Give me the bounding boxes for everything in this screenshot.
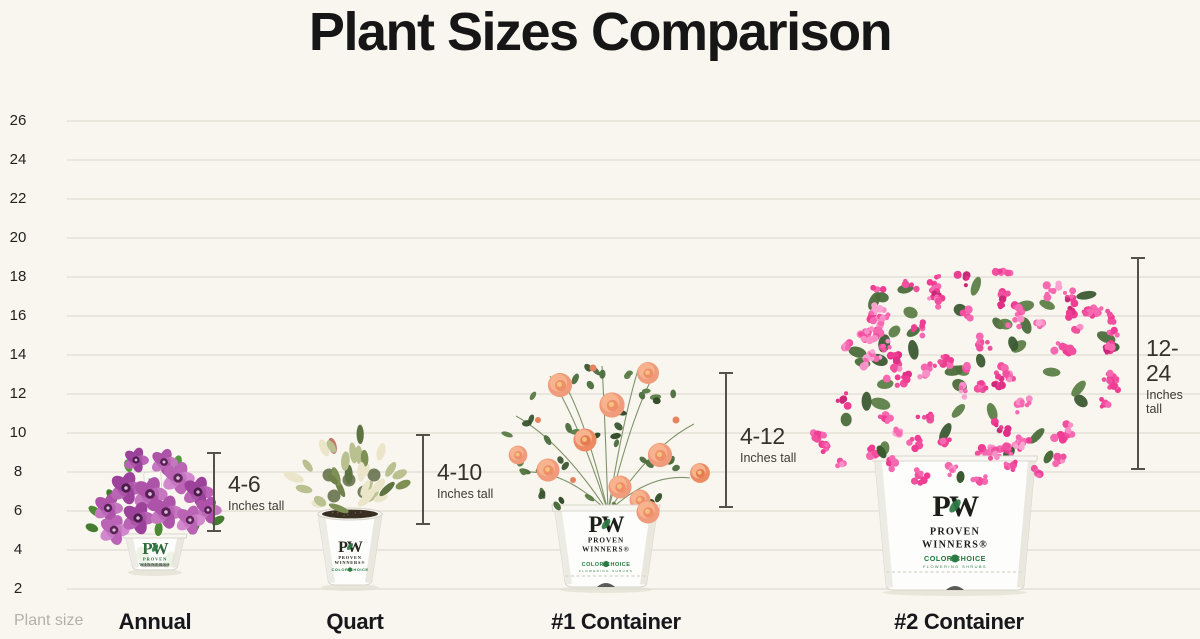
height-unit-container1: Inches tall: [740, 451, 797, 465]
container1-pot-proven: PROVEN: [588, 537, 624, 545]
y-tick-6: 6: [13, 502, 23, 519]
gridline-26: [67, 120, 1200, 122]
category-label-container1: #1 Container: [551, 609, 681, 634]
y-tick-12: 12: [9, 385, 27, 402]
height-unit-container2: Inches tall: [1146, 388, 1183, 416]
height-unit-annual: Inches tall: [228, 499, 285, 513]
y-tick-16: 16: [9, 307, 27, 324]
annual-pot-proven: PROVEN: [143, 557, 167, 562]
height-range-container2: 12-24: [1146, 335, 1179, 386]
pot-flowering-shrubs-label: FLOWERING SHRUBS: [579, 569, 633, 573]
measure-line-container1: [719, 372, 733, 508]
container2-pot-proven: PROVEN: [930, 527, 980, 538]
container1-pot-winners: WINNERS®: [582, 546, 630, 554]
gridline-10: [67, 432, 1200, 434]
y-tick-4: 4: [13, 541, 23, 558]
gridline-8: [67, 471, 1200, 473]
gridline-18: [67, 276, 1200, 278]
measure-line-quart: [416, 434, 430, 525]
quart-pot-winners: WINNERS®: [335, 560, 366, 565]
y-tick-24: 24: [9, 151, 27, 168]
y-tick-8: 8: [13, 463, 23, 480]
measure-line-annual: [207, 452, 221, 532]
y-tick-26: 26: [9, 112, 27, 129]
height-range-quart: 4-10: [437, 459, 482, 485]
gridline-22: [67, 198, 1200, 200]
gridline-12: [67, 393, 1200, 395]
quart-plant-photo: PWPROVENWINNERS®COLOR CHOICE: [283, 424, 411, 591]
y-tick-14: 14: [9, 346, 27, 363]
height-range-annual: 4-6: [228, 471, 261, 497]
gridline-16: [67, 315, 1200, 317]
y-tick-18: 18: [9, 268, 27, 285]
pot-flowering-shrubs-label: FLOWERING SHRUBS: [923, 564, 987, 569]
category-label-quart: Quart: [326, 609, 384, 634]
y-tick-22: 22: [9, 190, 27, 207]
gridline-14: [67, 354, 1200, 356]
annual-plant-photo: PWPROVENWINNERS®PW: [85, 447, 225, 576]
x-axis-label: Plant size: [14, 612, 84, 629]
container2-pot-winners: WINNERS®: [922, 540, 988, 551]
y-tick-10: 10: [9, 424, 27, 441]
gridline-20: [67, 237, 1200, 239]
quart-pot-proven: PROVEN: [338, 555, 361, 560]
category-label-annual: Annual: [118, 609, 192, 634]
measure-line-container2: [1131, 257, 1145, 470]
pot-color-choice-label: COLOR CHOICE: [582, 562, 631, 568]
category-label-container2: #2 Container: [894, 609, 1024, 634]
height-range-container1: 4-12: [740, 423, 785, 449]
pot-color-choice-label: COLOR CHOICE: [924, 554, 986, 563]
chart-title: Plant Sizes Comparison: [308, 2, 893, 62]
height-unit-quart: Inches tall: [437, 487, 494, 501]
gridline-24: [67, 159, 1200, 161]
pot-color-choice-label: COLOR CHOICE: [331, 567, 368, 572]
y-tick-20: 20: [9, 229, 27, 246]
y-tick-2: 2: [13, 580, 23, 597]
